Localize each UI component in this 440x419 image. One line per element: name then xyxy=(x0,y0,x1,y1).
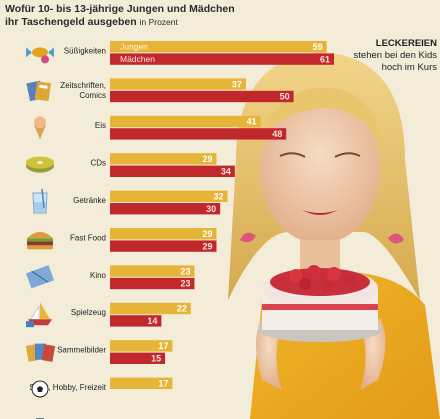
category-label: Fast Food xyxy=(70,233,106,242)
data-label: 29 xyxy=(202,241,212,251)
bar-jungen xyxy=(110,190,228,202)
bar-jungen xyxy=(110,302,191,315)
data-label: 29 xyxy=(202,154,212,164)
data-label: 30 xyxy=(206,204,216,214)
category-label: Kino xyxy=(90,271,107,280)
bar-maedchen xyxy=(110,277,195,290)
category-label: Sport, Hobby, Freizeit xyxy=(29,383,107,392)
bar-jungen xyxy=(110,340,173,352)
toy-boat-icon xyxy=(26,302,52,328)
drink-icon xyxy=(32,188,48,214)
category-label: Süßigkeiten xyxy=(64,46,106,55)
data-label: 23 xyxy=(180,279,190,289)
title-line-2: ihr Taschengeld ausgeben xyxy=(5,16,137,28)
data-label: 61 xyxy=(320,54,330,64)
soccer-ball-icon xyxy=(31,380,49,398)
bar-jungen xyxy=(110,153,217,165)
bar-jungen xyxy=(110,377,173,389)
trading-cards-icon xyxy=(25,343,56,362)
bar-jungen xyxy=(110,115,261,128)
chart-title: Wofür 10- bis 13-jährige Jungen und Mädc… xyxy=(5,3,305,29)
bar-maedchen xyxy=(110,240,217,252)
bar-jungen xyxy=(110,78,246,90)
legend-jungen: Jungen xyxy=(120,41,148,51)
magazines-icon xyxy=(26,80,52,102)
bar-jungen xyxy=(110,265,195,277)
candy-icon xyxy=(26,47,54,64)
bar-maedchen xyxy=(110,90,294,103)
category-label: Getränke xyxy=(73,196,106,205)
bar-maedchen xyxy=(110,53,334,65)
category-label: Zeitschriften, xyxy=(60,81,106,90)
data-label: 32 xyxy=(213,192,223,202)
bar-jungen xyxy=(110,228,217,240)
data-label: 17 xyxy=(158,379,168,389)
annotation-text: stehen bei den Kids hoch im Kurs xyxy=(353,50,437,73)
data-label: 50 xyxy=(280,92,290,102)
category-label: Sammelbilder xyxy=(57,346,106,355)
bar-maedchen xyxy=(110,128,287,140)
burger-icon xyxy=(27,231,53,250)
data-label: 22 xyxy=(177,304,187,314)
cinema-ticket-icon xyxy=(25,265,55,289)
unit-label: in Prozent xyxy=(139,17,178,27)
data-label: 48 xyxy=(272,129,282,139)
data-label: 15 xyxy=(151,354,161,364)
category-label: CDs xyxy=(90,159,106,168)
data-label: 37 xyxy=(232,79,242,89)
annotation: LECKEREIEN stehen bei den Kids hoch im K… xyxy=(345,38,437,74)
data-label: 41 xyxy=(247,117,257,127)
legend-maedchen: Mädchen xyxy=(120,54,155,64)
bar-jungen xyxy=(110,41,327,53)
data-label: 59 xyxy=(313,42,323,52)
bar-maedchen xyxy=(110,203,221,215)
cd-icon xyxy=(26,156,54,173)
annotation-heading: LECKEREIEN xyxy=(375,38,437,49)
category-label: Comics xyxy=(79,91,106,100)
bar-maedchen xyxy=(110,352,166,364)
category-label: Eis xyxy=(95,121,106,130)
category-label: Spielzeug xyxy=(71,308,106,317)
data-label: 17 xyxy=(158,341,168,351)
data-label: 23 xyxy=(180,266,190,276)
ice-cream-icon xyxy=(34,116,46,140)
bar-maedchen xyxy=(110,315,162,327)
bar-maedchen xyxy=(110,165,235,177)
data-label: 29 xyxy=(202,229,212,239)
title-line-1: Wofür 10- bis 13-jährige Jungen und Mädc… xyxy=(5,3,235,15)
data-label: 14 xyxy=(147,316,157,326)
data-label: 34 xyxy=(221,167,231,177)
